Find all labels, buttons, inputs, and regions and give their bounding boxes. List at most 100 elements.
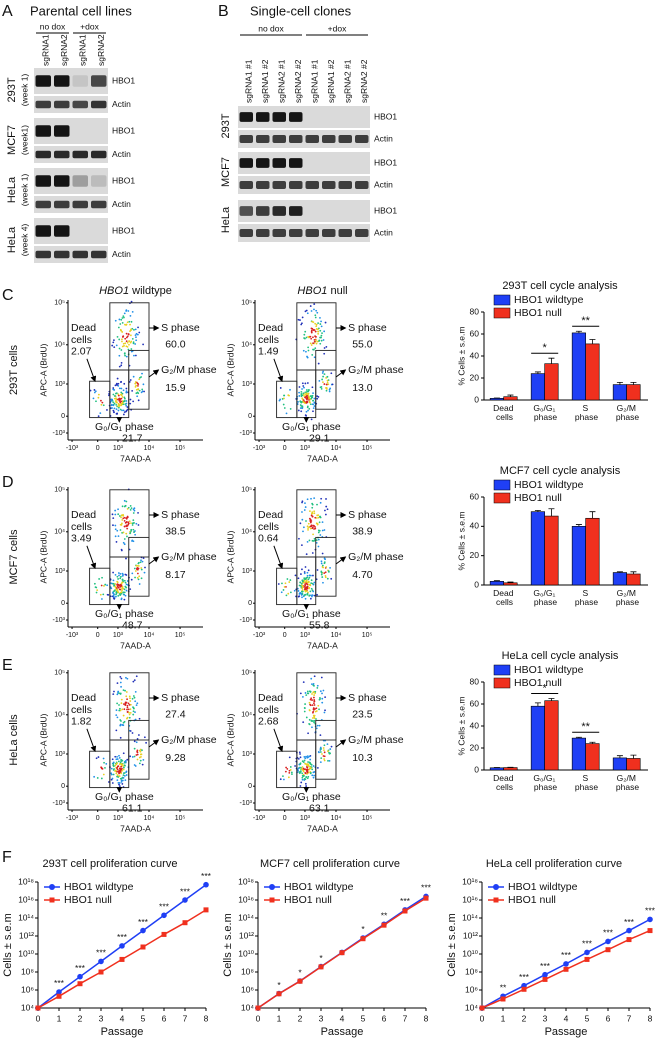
cell-dot (119, 573, 122, 575)
x-axis-label: 7AAD-A (307, 823, 338, 833)
cell-dot (119, 692, 122, 695)
cell-dot (319, 501, 322, 504)
cell-dot (311, 552, 314, 554)
cell-dot (123, 774, 126, 777)
cell-dot (312, 336, 314, 339)
cell-dot (118, 709, 121, 712)
cell-dot (135, 384, 138, 387)
bar (612, 572, 627, 586)
cell-dot (118, 785, 121, 788)
cell-dot (121, 587, 124, 590)
cell-dot (309, 597, 312, 600)
significance-label: *** (400, 896, 411, 906)
cell-dot (119, 736, 122, 739)
cell-dot (135, 754, 138, 756)
cell-dot (122, 772, 125, 774)
cell-dot (306, 540, 309, 543)
cell-dot (309, 691, 312, 693)
x-tick-label: 3 (99, 1013, 104, 1023)
cell-dot (331, 383, 334, 386)
cell-dot (305, 694, 308, 697)
cell-dot (121, 531, 124, 534)
legend-label: HBO1 null (508, 894, 556, 906)
cell-dot (321, 701, 324, 704)
gate-value: 60.0 (165, 339, 186, 351)
cell-dot (328, 751, 330, 754)
cell-dot (116, 412, 119, 415)
cell-dot (127, 333, 130, 335)
cell-dot (317, 531, 320, 534)
legend-swatch (493, 479, 511, 491)
cell-dot (122, 389, 125, 392)
cell-dot (323, 352, 326, 355)
gate-label: S phase (161, 322, 200, 334)
cell-dot (305, 785, 308, 787)
cell-dot (123, 766, 125, 769)
gate-label: Dead cells (71, 692, 99, 716)
cell-dot (314, 516, 317, 519)
cell-dot (321, 552, 324, 555)
cell-dot (129, 505, 132, 507)
cell-dot (120, 364, 123, 367)
point (140, 927, 146, 934)
cell-dot (300, 410, 303, 413)
cell-dot (135, 388, 138, 391)
cell-dot (130, 300, 133, 303)
cell-dot (288, 394, 290, 397)
cell-dot (304, 583, 307, 586)
cell-dot (318, 521, 321, 524)
gate-label: G₀/G₁ phase (95, 421, 154, 433)
y-tick-label: 10⁴ (241, 342, 252, 349)
cell-dot (129, 334, 132, 337)
x-tick-label: 0 (96, 815, 100, 822)
band (54, 200, 70, 209)
legend-swatch (493, 294, 511, 306)
gate (296, 672, 337, 741)
cell-dot (125, 404, 128, 407)
x-tick-label: 10⁵ (362, 632, 373, 639)
cell-dot (298, 584, 301, 587)
cell-dot (139, 759, 142, 762)
cell-dot (303, 386, 305, 389)
cell-dot (329, 566, 331, 569)
y-axis-label: APC-A (BrdU) (225, 713, 235, 766)
cell-dot (136, 382, 139, 385)
x-tick-label: 10³ (300, 815, 311, 822)
band (289, 229, 303, 237)
cell-dot (132, 512, 135, 514)
cell-dot (132, 706, 134, 709)
cell-dot (113, 389, 116, 391)
x-tick-label: 10⁵ (175, 445, 186, 452)
cell-dot (122, 765, 125, 767)
cell-dot (305, 590, 308, 592)
x-tick-label: 0 (283, 815, 287, 822)
cell-dot (124, 779, 127, 782)
cell-dot (297, 401, 299, 403)
lane-label: sgRNA2 (96, 34, 106, 66)
x-tick-label: 2 (522, 1013, 527, 1023)
cell-dot (128, 703, 131, 706)
cell-dot (305, 392, 308, 395)
cell-dot (300, 594, 303, 596)
blot (34, 196, 108, 213)
x-tick-label: 5 (141, 1013, 146, 1023)
error-bar (616, 755, 623, 758)
gate-value: 38.5 (165, 526, 186, 538)
cell-dot (311, 396, 314, 399)
cell-dot (116, 768, 119, 771)
cell-dot (300, 390, 303, 393)
y-tick-label: 10⁴ (465, 1002, 478, 1012)
cell-dot (306, 355, 308, 358)
cell-dot (112, 773, 115, 776)
cell-dot (120, 698, 123, 701)
cell-dot (294, 574, 297, 577)
cell-dot (116, 702, 119, 705)
cell-dot (134, 691, 137, 693)
band (239, 181, 253, 189)
y-tick-label: 0 (474, 764, 479, 774)
cell-dot (112, 517, 115, 520)
cell-dot (133, 755, 136, 758)
cell-dot (97, 396, 100, 399)
cell-dot (308, 594, 311, 597)
cell-dot (307, 522, 310, 525)
